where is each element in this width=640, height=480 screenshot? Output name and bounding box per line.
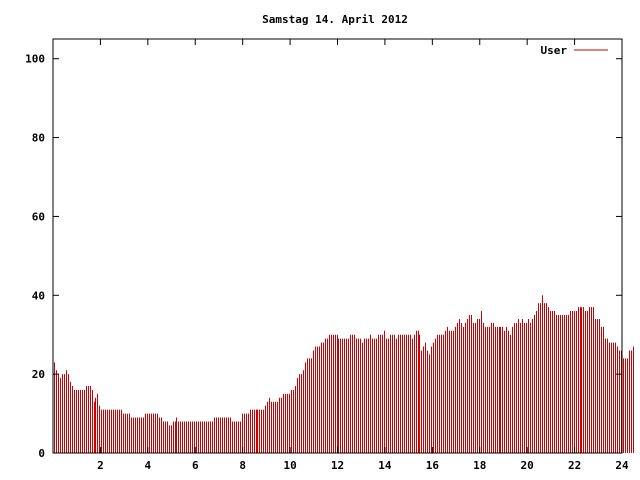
x-tick-label: 6 (192, 459, 199, 472)
chart-title: Samstag 14. April 2012 (262, 13, 408, 26)
y-tick-label: 100 (25, 53, 45, 66)
y-tick-label: 80 (32, 132, 45, 145)
x-tick-label: 22 (568, 459, 581, 472)
legend: User (541, 44, 608, 57)
x-tick-label: 12 (331, 459, 344, 472)
y-tick-label: 20 (32, 368, 45, 381)
y-tick-label: 0 (38, 447, 45, 460)
y-tick-label: 60 (32, 210, 45, 223)
x-tick-label: 16 (426, 459, 440, 472)
x-tick-label: 14 (378, 459, 392, 472)
x-tick-label: 10 (283, 459, 296, 472)
x-tick-label: 2 (97, 459, 104, 472)
legend-label-user: User (541, 44, 568, 57)
x-tick-label: 20 (521, 459, 534, 472)
x-axis: 2 4 6 8 10 12 14 16 18 20 22 24 (97, 39, 629, 472)
x-tick-label: 24 (615, 459, 629, 472)
y-axis: 0 20 40 60 80 100 (25, 53, 622, 460)
x-tick-label: 8 (239, 459, 246, 472)
x-tick-label: 18 (473, 459, 486, 472)
x-tick-label: 4 (145, 459, 152, 472)
y-tick-label: 40 (32, 289, 45, 302)
bars-group (54, 295, 634, 453)
